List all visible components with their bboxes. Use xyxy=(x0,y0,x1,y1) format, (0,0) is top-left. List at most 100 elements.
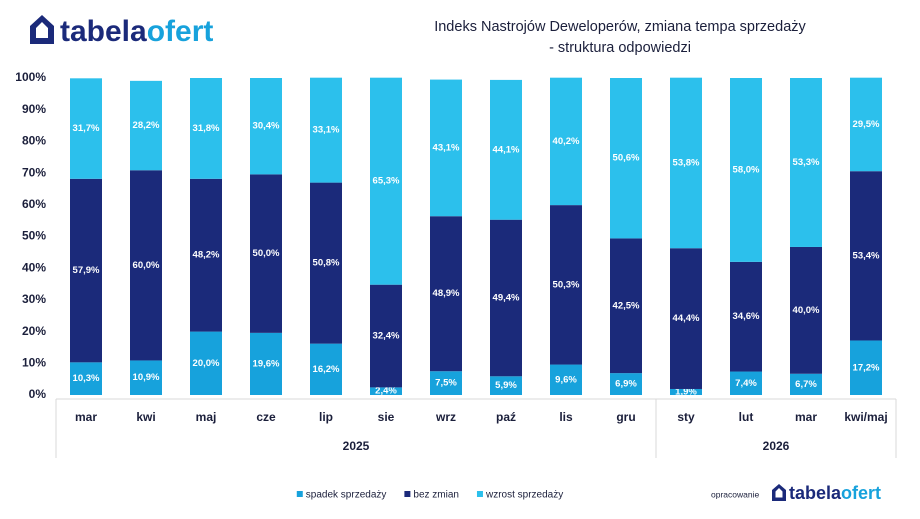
y-tick-label: 70% xyxy=(22,165,46,179)
bar-segment xyxy=(310,77,342,183)
data-label: 50,0% xyxy=(253,248,280,259)
data-label: 30,4% xyxy=(253,121,280,132)
y-tick-label: 60% xyxy=(22,197,46,211)
bar-segment xyxy=(490,376,522,395)
bar-segment xyxy=(610,238,642,374)
credit-text: opracowanie xyxy=(711,489,759,499)
data-label: 6,9% xyxy=(615,379,637,390)
bar-segment xyxy=(550,364,582,395)
bar-segment xyxy=(490,79,522,220)
data-label: 53,3% xyxy=(793,157,820,168)
bar-segment xyxy=(130,80,162,171)
data-label: 5,9% xyxy=(495,380,517,391)
y-tick-label: 10% xyxy=(22,355,46,369)
bar-segment xyxy=(550,77,582,206)
logo-text: tabelaofert xyxy=(789,483,881,503)
logo-icon xyxy=(30,15,54,44)
bar-segment xyxy=(730,78,762,262)
x-tick-label: cze xyxy=(256,410,276,424)
group-label: 2026 xyxy=(763,439,790,453)
bar-segment xyxy=(310,343,342,395)
data-label: 50,6% xyxy=(613,153,640,164)
data-label: 50,8% xyxy=(313,258,340,269)
bar-segment xyxy=(250,174,282,333)
legend-swatch xyxy=(404,491,411,497)
data-label: 48,9% xyxy=(433,288,460,299)
legend-label: spadek sprzedaży xyxy=(306,490,387,501)
x-tick-label: mar xyxy=(75,410,97,424)
bar-segment xyxy=(670,77,702,249)
data-label: 7,5% xyxy=(435,378,457,389)
bar-segment xyxy=(70,362,102,395)
data-label: 53,8% xyxy=(673,157,700,168)
bar-segment xyxy=(190,78,222,179)
bar-segment xyxy=(250,332,282,395)
x-tick-label: maj xyxy=(196,410,217,424)
bar-segment xyxy=(490,219,522,377)
logo: tabelaofert xyxy=(30,15,213,48)
data-label: 28,2% xyxy=(133,120,160,131)
data-label: 2,4% xyxy=(375,386,397,397)
bar-segment xyxy=(790,373,822,395)
x-tick-label: lip xyxy=(319,410,333,424)
bar-segment xyxy=(430,216,462,372)
x-tick-label: sty xyxy=(677,410,695,424)
y-tick-label: 80% xyxy=(22,134,46,148)
data-label: 57,9% xyxy=(73,265,100,276)
bar-segment xyxy=(730,371,762,395)
bar-segment xyxy=(70,78,102,179)
data-label: 33,1% xyxy=(313,125,340,136)
data-label: 29,5% xyxy=(853,119,880,130)
bar-segment xyxy=(550,205,582,365)
bar-segment xyxy=(370,77,402,285)
bar-segment xyxy=(190,178,222,332)
bar-segment xyxy=(130,360,162,395)
data-label: 9,6% xyxy=(555,374,577,385)
bar-segment xyxy=(430,371,462,395)
x-tick-label: gru xyxy=(616,410,635,424)
bar-segment xyxy=(430,79,462,217)
y-tick-label: 20% xyxy=(22,324,46,338)
legend: spadek sprzedaży bez zmian wzrost sprzedaż… xyxy=(296,490,563,501)
data-label: 44,4% xyxy=(673,313,700,324)
data-label: 49,4% xyxy=(493,293,520,304)
chart-title: Indeks Nastrojów Deweloperów, zmiana tem… xyxy=(434,19,806,35)
data-label: 42,5% xyxy=(613,300,640,311)
bar-segment xyxy=(850,171,882,341)
bar-segment xyxy=(370,387,402,395)
bar-segment xyxy=(730,261,762,372)
y-tick-label: 0% xyxy=(29,387,47,401)
logo-part: ofert xyxy=(841,483,881,503)
footer-credit: opracowanie tabelaofert xyxy=(711,483,881,503)
data-label: 17,2% xyxy=(853,362,880,373)
data-label: 32,4% xyxy=(373,331,400,342)
x-tick-label: mar xyxy=(795,410,817,424)
logo-icon xyxy=(772,484,786,501)
y-tick-label: 100% xyxy=(15,70,46,84)
data-label: 19,6% xyxy=(253,358,280,369)
x-tick-label: lis xyxy=(559,410,573,424)
logo-part: ofert xyxy=(147,15,214,48)
y-tick-label: 90% xyxy=(22,102,46,116)
legend-label: wzrost sprzedaży xyxy=(485,490,563,501)
y-tick-label: 30% xyxy=(22,292,46,306)
data-label: 34,6% xyxy=(733,311,760,322)
legend-swatch xyxy=(476,491,483,497)
bar-segment xyxy=(610,373,642,395)
legend-label: bez zmian xyxy=(413,490,459,501)
bar-segment xyxy=(850,77,882,172)
data-label: 58,0% xyxy=(733,164,760,175)
data-label: 43,1% xyxy=(433,142,460,153)
bar-segment xyxy=(310,182,342,344)
bar-segment xyxy=(790,246,822,374)
bar-segment xyxy=(670,388,702,395)
data-label: 20,0% xyxy=(193,358,220,369)
data-label: 60,0% xyxy=(133,260,160,271)
group-label: 2025 xyxy=(343,439,370,453)
logo-text: tabelaofert xyxy=(60,15,213,48)
data-label: 44,1% xyxy=(493,144,520,155)
x-tick-label: kwi xyxy=(136,410,155,424)
legend-swatch xyxy=(296,491,303,497)
bar-segment xyxy=(370,284,402,388)
data-label: 1,9% xyxy=(675,387,697,398)
